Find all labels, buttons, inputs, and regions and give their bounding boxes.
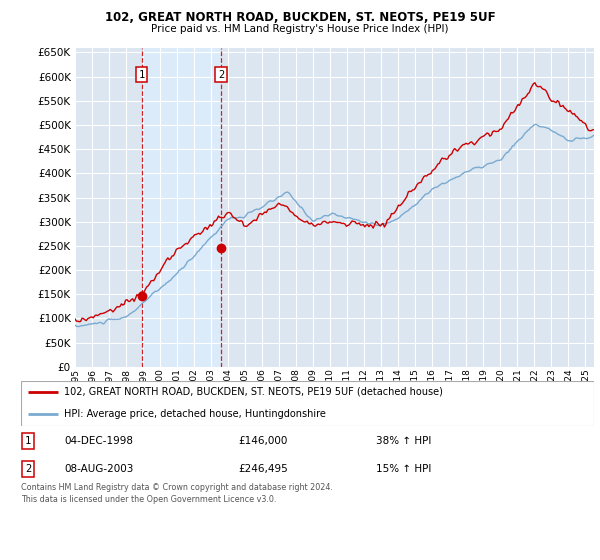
Text: 04-DEC-1998: 04-DEC-1998 [64,436,133,446]
Text: 1: 1 [139,70,145,80]
Text: 2: 2 [218,70,224,80]
Text: 2: 2 [25,464,31,474]
Text: HPI: Average price, detached house, Huntingdonshire: HPI: Average price, detached house, Hunt… [64,409,326,419]
Text: £246,495: £246,495 [239,464,289,474]
Text: £146,000: £146,000 [239,436,288,446]
Text: 15% ↑ HPI: 15% ↑ HPI [376,464,431,474]
Text: Contains HM Land Registry data © Crown copyright and database right 2024.
This d: Contains HM Land Registry data © Crown c… [21,483,333,503]
Text: 08-AUG-2003: 08-AUG-2003 [64,464,133,474]
Text: Price paid vs. HM Land Registry's House Price Index (HPI): Price paid vs. HM Land Registry's House … [151,24,449,34]
Text: 38% ↑ HPI: 38% ↑ HPI [376,436,431,446]
Text: 102, GREAT NORTH ROAD, BUCKDEN, ST. NEOTS, PE19 5UF (detached house): 102, GREAT NORTH ROAD, BUCKDEN, ST. NEOT… [64,387,443,397]
Text: 1: 1 [25,436,31,446]
Text: 102, GREAT NORTH ROAD, BUCKDEN, ST. NEOTS, PE19 5UF: 102, GREAT NORTH ROAD, BUCKDEN, ST. NEOT… [104,11,496,24]
Bar [142,48,221,367]
